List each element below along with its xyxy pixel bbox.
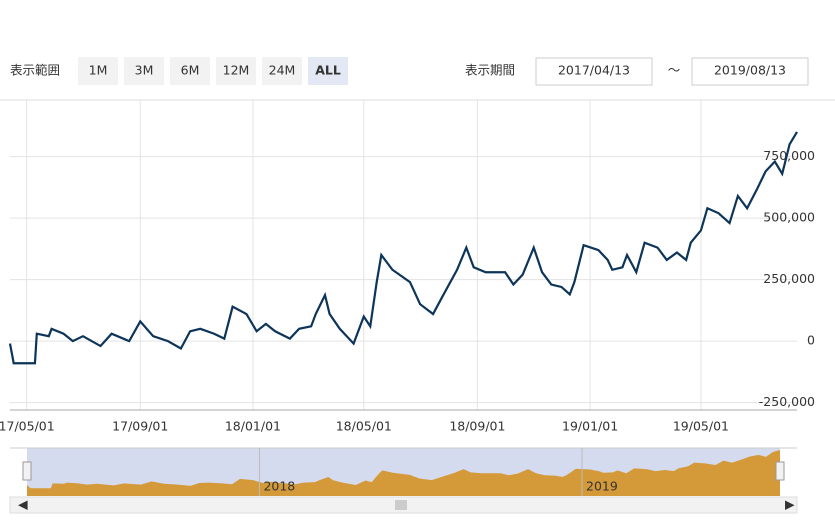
from-date[interactable]: 2017/04/13 [558,63,630,78]
period-label: 表示期間 [465,63,515,78]
y-tick-label: 0 [807,333,815,348]
x-tick-label: 18/01/01 [225,419,281,434]
range-button-label[interactable]: 24M [269,63,296,78]
range-button-label[interactable]: 1M [89,63,108,78]
x-tick-label: 18/09/01 [449,419,505,434]
scroll-right[interactable]: ▶ [785,497,795,512]
navigator-handle[interactable] [22,461,32,481]
from-input[interactable] [535,57,653,86]
navigator-handle[interactable] [775,461,785,481]
separator: ～ [668,63,681,78]
navigator-label: 2019 [586,479,618,494]
x-tick-label: 19/05/01 [673,419,729,434]
range-button[interactable] [308,57,348,85]
navigator-label: 2018 [263,479,295,494]
range-label: 表示範囲 [10,63,60,78]
scroll-left[interactable]: ◀ [18,497,28,512]
to-date[interactable]: 2019/08/13 [714,63,786,78]
range-button-label[interactable]: 3M [135,63,154,78]
x-tick-label: 18/05/01 [336,419,392,434]
x-tick-label: 17/05/01 [0,419,55,434]
range-button[interactable] [216,57,256,85]
x-tick-label: 19/01/01 [562,419,618,434]
scroll-thumb[interactable] [395,500,407,510]
y-tick-label: 250,000 [763,271,815,286]
navigator-area [27,450,780,496]
range-button-label[interactable]: 6M [181,63,200,78]
range-button[interactable] [262,57,302,85]
range-button-label[interactable]: 12M [223,63,250,78]
y-tick-label: 750,000 [763,148,815,163]
range-button[interactable] [170,57,210,85]
to-input[interactable] [691,57,809,86]
series-line [8,131,798,365]
x-tick-label: 17/09/01 [112,419,168,434]
range-button[interactable] [124,57,164,85]
y-tick-label: -250,000 [759,394,815,409]
y-tick-label: 500,000 [763,210,815,225]
range-button[interactable] [78,57,118,85]
range-button-label[interactable]: ALL [315,63,341,78]
